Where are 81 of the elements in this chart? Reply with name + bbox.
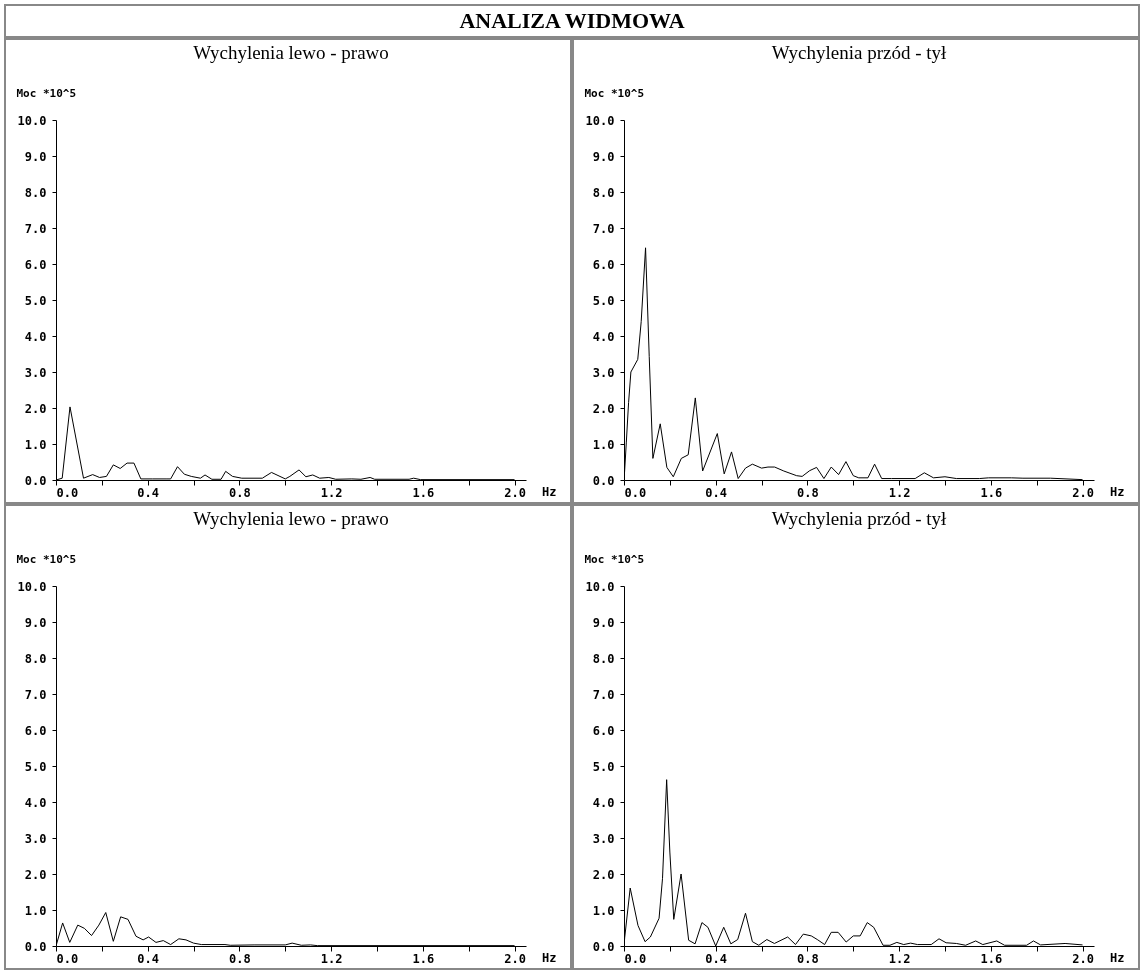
y-tick-label: 7.0 [24, 687, 47, 702]
x-tick-label: 2.0 [1072, 485, 1094, 500]
y-tick-label: 2.0 [592, 867, 615, 882]
y-tick-label: 9.0 [592, 149, 615, 164]
y-tick-label: 1.0 [592, 903, 615, 918]
x-tick-label: 0.0 [624, 485, 647, 500]
y-axis-title: Moc *10^5 [16, 552, 77, 566]
y-tick-label: 6.0 [592, 723, 615, 738]
y-tick-label: 1.0 [592, 437, 615, 452]
x-tick-label: 2.0 [1072, 951, 1094, 966]
y-tick-label: 5.0 [24, 293, 47, 308]
y-tick-label: 1.0 [24, 437, 47, 452]
chart-title: Wychylenia przód - tył [771, 508, 947, 529]
y-tick-label: 4.0 [24, 795, 47, 810]
x-tick-label: 0.8 [797, 485, 819, 500]
y-tick-label: 4.0 [592, 795, 615, 810]
chart-title: Wychylenia lewo - prawo [193, 42, 389, 63]
y-tick-label: 6.0 [24, 723, 47, 738]
y-tick-label: 3.0 [24, 365, 47, 380]
x-tick-label: 1.6 [412, 951, 435, 966]
y-axis-title: Moc *10^5 [584, 86, 645, 100]
x-axis-title: Hz [542, 950, 557, 965]
x-tick-label: 1.6 [980, 951, 1003, 966]
chart-title: Wychylenia przód - tył [771, 42, 947, 63]
y-tick-label: 10.0 [585, 579, 615, 594]
y-tick-label: 3.0 [24, 831, 47, 846]
x-tick-label: 1.2 [888, 485, 911, 500]
y-tick-label: 3.0 [592, 831, 615, 846]
x-tick-label: 1.6 [412, 485, 435, 500]
x-axis-title: Hz [1110, 950, 1125, 965]
x-axis-title: Hz [1110, 484, 1125, 499]
y-tick-label: 2.0 [24, 867, 47, 882]
x-tick-label: 0.0 [624, 951, 647, 966]
y-tick-label: 1.0 [24, 903, 47, 918]
x-tick-label: 0.8 [797, 951, 819, 966]
x-tick-label: 1.2 [320, 951, 343, 966]
x-tick-label: 0.8 [229, 485, 251, 500]
y-tick-label: 5.0 [24, 759, 47, 774]
x-tick-label: 0.8 [229, 951, 251, 966]
y-tick-label: 7.0 [592, 221, 615, 236]
text: ANALIZA WIDMOWA [458, 8, 686, 34]
y-tick-label: 0.0 [592, 473, 615, 488]
y-tick-label: 8.0 [592, 651, 615, 666]
y-tick-label: 10.0 [17, 113, 47, 128]
y-tick-label: 9.0 [592, 615, 615, 630]
x-tick-label: 1.6 [980, 485, 1003, 500]
y-tick-label: 6.0 [24, 257, 47, 272]
x-tick-label: 0.4 [137, 951, 160, 966]
y-tick-label: 4.0 [24, 329, 47, 344]
y-tick-label: 4.0 [592, 329, 615, 344]
y-tick-label: 10.0 [17, 579, 47, 594]
y-tick-label: 9.0 [24, 149, 47, 164]
x-tick-label: 1.2 [320, 485, 343, 500]
x-tick-label: 0.0 [56, 485, 79, 500]
y-tick-label: 6.0 [592, 257, 615, 272]
y-tick-label: 0.0 [24, 473, 47, 488]
y-tick-label: 0.0 [24, 939, 47, 954]
x-axis-title: Hz [542, 484, 557, 499]
y-tick-label: 2.0 [24, 401, 47, 416]
y-axis-title: Moc *10^5 [16, 86, 77, 100]
y-tick-label: 0.0 [592, 939, 615, 954]
y-tick-label: 10.0 [585, 113, 615, 128]
x-tick-label: 2.0 [504, 485, 526, 500]
y-tick-label: 3.0 [592, 365, 615, 380]
y-tick-label: 7.0 [24, 221, 47, 236]
y-tick-label: 8.0 [24, 185, 47, 200]
y-tick-label: 8.0 [592, 185, 615, 200]
y-tick-label: 8.0 [24, 651, 47, 666]
x-tick-label: 0.4 [705, 485, 728, 500]
x-tick-label: 0.4 [137, 485, 160, 500]
x-tick-label: 0.0 [56, 951, 79, 966]
y-tick-label: 2.0 [592, 401, 615, 416]
x-tick-label: 1.2 [888, 951, 911, 966]
chart-title: Wychylenia lewo - prawo [193, 508, 389, 529]
y-tick-label: 5.0 [592, 759, 615, 774]
x-tick-label: 0.4 [705, 951, 728, 966]
y-tick-label: 7.0 [592, 687, 615, 702]
y-tick-label: 5.0 [592, 293, 615, 308]
y-tick-label: 9.0 [24, 615, 47, 630]
y-axis-title: Moc *10^5 [584, 552, 645, 566]
x-tick-label: 2.0 [504, 951, 526, 966]
